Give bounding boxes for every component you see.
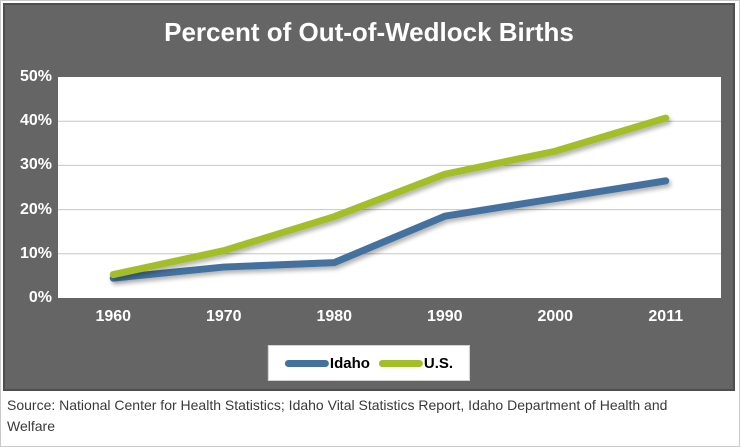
y-tick-label: 50% (19, 68, 52, 85)
plot-area (58, 77, 721, 298)
idaho-line-series (109, 177, 670, 282)
y-tick-label: 30% (19, 156, 52, 174)
legend-label-idaho: Idaho (329, 354, 370, 372)
y-tick-label: 40% (19, 112, 52, 130)
chart-area-background: Percent of Out-of-Wedlock Births 50% 40% 3… (3, 3, 735, 391)
legend-label-us: U.S. (423, 354, 454, 372)
x-tick-label: 1960 (95, 308, 132, 325)
legend-item-us: U.S. (378, 354, 454, 372)
us-line-series (109, 114, 670, 279)
y-tick-label: 0% (28, 289, 52, 306)
idaho-line-swatch (284, 359, 329, 367)
x-tick-label: 1990 (426, 308, 463, 325)
legend-item-idaho: Idaho (284, 354, 370, 372)
x-tick-label: 1970 (205, 308, 242, 325)
chart-title: Percent of Out-of-Wedlock Births (164, 17, 574, 47)
source-citation: Source: National Center for Health Stati… (7, 397, 668, 434)
x-tick-label: 2011 (648, 308, 684, 325)
plot-canvas (58, 114, 721, 282)
legend: Idaho U.S. (267, 345, 471, 381)
x-tick-label: 2000 (537, 308, 574, 325)
x-tick-label: 1980 (316, 308, 353, 325)
y-tick-label: 10% (19, 244, 52, 262)
y-tick-label: 20% (19, 200, 52, 218)
us-line-swatch (378, 359, 423, 367)
